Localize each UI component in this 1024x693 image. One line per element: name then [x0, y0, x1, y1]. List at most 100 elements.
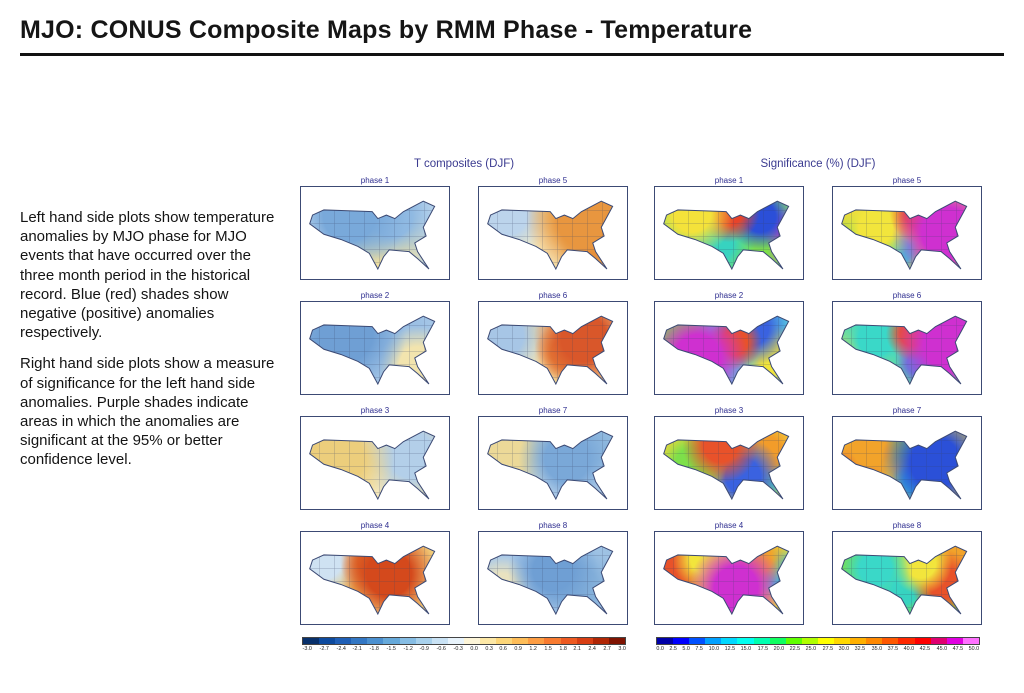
map-frame	[832, 186, 982, 280]
map-panel: phase 6	[832, 291, 982, 395]
colorbar-tick-label: 1.5	[544, 646, 552, 652]
colorbar-segment	[705, 638, 722, 644]
phase-label: phase 2	[714, 291, 744, 300]
colorbar-tick-label: 20.0	[773, 646, 784, 652]
coastline-outline	[836, 534, 978, 621]
map-frame	[832, 531, 982, 625]
phase-label: phase 3	[360, 406, 390, 415]
map-frame	[300, 531, 450, 625]
colorbar-tick-label: -0.6	[436, 646, 447, 652]
colorbar-tick-label: 45.0	[936, 646, 947, 652]
map-grid-significance: phase 1 phase 5 phase 2 phase 6 phase 3 phase…	[654, 176, 982, 625]
colorbar-tick-label: 0.3	[485, 646, 493, 652]
colorbar-segment	[673, 638, 690, 644]
colorbar-segment	[882, 638, 899, 644]
phase-label: phase 7	[892, 406, 922, 415]
phase-label: phase 6	[538, 291, 568, 300]
phase-label: phase 3	[714, 406, 744, 415]
map-frame	[478, 416, 628, 510]
colorbar-tick-label: 0.6	[499, 646, 508, 652]
colorbar-segment	[592, 638, 609, 644]
colorbar-segment	[737, 638, 754, 644]
colorbar-segment	[335, 638, 352, 644]
group-title-t-composites: T composites (DJF)	[413, 158, 515, 170]
map-frame	[478, 531, 628, 625]
colorbar-segment	[946, 638, 963, 644]
colorbar-tick-label: -2.7	[319, 646, 329, 652]
colorbar-segment	[367, 638, 384, 644]
map-panel: phase 3	[300, 406, 450, 510]
coastline-outline	[658, 304, 800, 391]
colorbar-segment	[383, 638, 400, 644]
coastline-outline	[482, 304, 624, 391]
colorbar-tick-label: 37.5	[887, 646, 898, 652]
colorbar-segment	[657, 638, 674, 644]
colorbar-tick-label: 2.1	[573, 646, 582, 652]
colorbar-segment	[463, 638, 481, 644]
colorbar-tick-label: -0.3	[453, 646, 463, 652]
colorbar-tick-label: 1.8	[558, 646, 567, 652]
map-frame	[478, 186, 628, 280]
colorbar	[656, 637, 980, 645]
colorbar-tick-label: 0.0	[470, 646, 478, 652]
colorbar-segment	[817, 638, 835, 644]
phase-label: phase 5	[538, 176, 568, 185]
description-paragraph-right-maps: Right hand side plots show a measure of …	[20, 355, 275, 469]
title-underline	[20, 53, 1004, 56]
colorbar-segment	[480, 638, 497, 644]
colorbar-segment	[447, 638, 464, 644]
colorbar-tick-label: 17.5	[757, 646, 768, 652]
colorbar	[302, 637, 626, 645]
map-panel: phase 5	[478, 176, 628, 280]
group-t-composites: T composites (DJF) phase 1 phase 5 phase 2…	[300, 158, 628, 652]
map-frame	[478, 301, 628, 395]
map-frame	[300, 186, 450, 280]
colorbar-tick-label: 1.2	[529, 646, 537, 652]
colorbar-segment	[785, 638, 802, 644]
phase-label: phase 7	[538, 406, 568, 415]
map-panel: phase 5	[832, 176, 982, 280]
page-title: MJO: CONUS Composite Maps by RMM Phase -…	[20, 16, 753, 44]
map-panel: phase 6	[478, 291, 628, 395]
map-frame	[832, 301, 982, 395]
colorbar-tick-label: -2.1	[352, 646, 363, 652]
colorbar-tick-label: 50.0	[968, 646, 980, 652]
colorbar-tick-label: 2.7	[603, 646, 611, 652]
composite-figure: T composites (DJF) phase 1 phase 5 phase 2…	[300, 158, 982, 652]
coastline-outline	[482, 419, 624, 506]
map-frame	[832, 416, 982, 510]
coastline-outline	[658, 534, 800, 621]
coastline-outline	[304, 304, 446, 391]
colorbar-segment	[721, 638, 738, 644]
colorbar-tick-label: 30.0	[838, 646, 850, 652]
coastline-outline	[658, 419, 800, 506]
coastline-outline	[836, 419, 978, 506]
colorbar-segment	[415, 638, 432, 644]
map-panel: phase 3	[654, 406, 804, 510]
colorbar-segment	[769, 638, 786, 644]
colorbar-segment	[560, 638, 577, 644]
colorbar-segment	[898, 638, 915, 644]
colorbar-segment	[399, 638, 416, 644]
colorbar-tick-label: 3.0	[618, 646, 626, 652]
coastline-outline	[658, 189, 800, 276]
main-content: Left hand side plots show temperature an…	[0, 56, 1024, 652]
coastline-outline	[482, 189, 624, 276]
map-panel: phase 8	[478, 521, 628, 625]
description-block: Left hand side plots show temperature an…	[0, 208, 300, 469]
colorbar-tick-label: -1.5	[386, 646, 396, 652]
phase-label: phase 1	[360, 176, 390, 185]
colorbar-tick-label: 15.0	[740, 646, 752, 652]
colorbar-segment	[512, 638, 529, 644]
colorbar-segment	[930, 638, 947, 644]
description-paragraph-left-maps: Left hand side plots show temperature an…	[20, 209, 275, 342]
phase-label: phase 2	[360, 291, 390, 300]
colorbar-tick-label: 10.0	[708, 646, 719, 652]
colorbar-tick-labels: 0.0 2.5 5.0 7.5 10.0 12.5 15.0 17.5 20.0 22.5 25.0…	[656, 646, 980, 652]
colorbar-tick-label: -2.4	[336, 646, 346, 652]
colorbar-tick-label: 25.0	[806, 646, 817, 652]
colorbar-tick-label: -0.9	[419, 646, 430, 652]
map-panel: phase 1	[300, 176, 450, 280]
phase-label: phase 5	[892, 176, 922, 185]
colorbar-segment	[576, 638, 593, 644]
